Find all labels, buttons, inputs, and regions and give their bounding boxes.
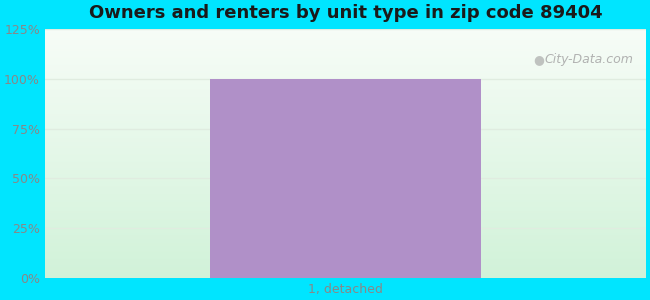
Title: Owners and renters by unit type in zip code 89404: Owners and renters by unit type in zip c… <box>88 4 602 22</box>
Text: ●: ● <box>533 52 543 66</box>
Bar <box>210 79 480 278</box>
Text: City-Data.com: City-Data.com <box>545 52 634 66</box>
